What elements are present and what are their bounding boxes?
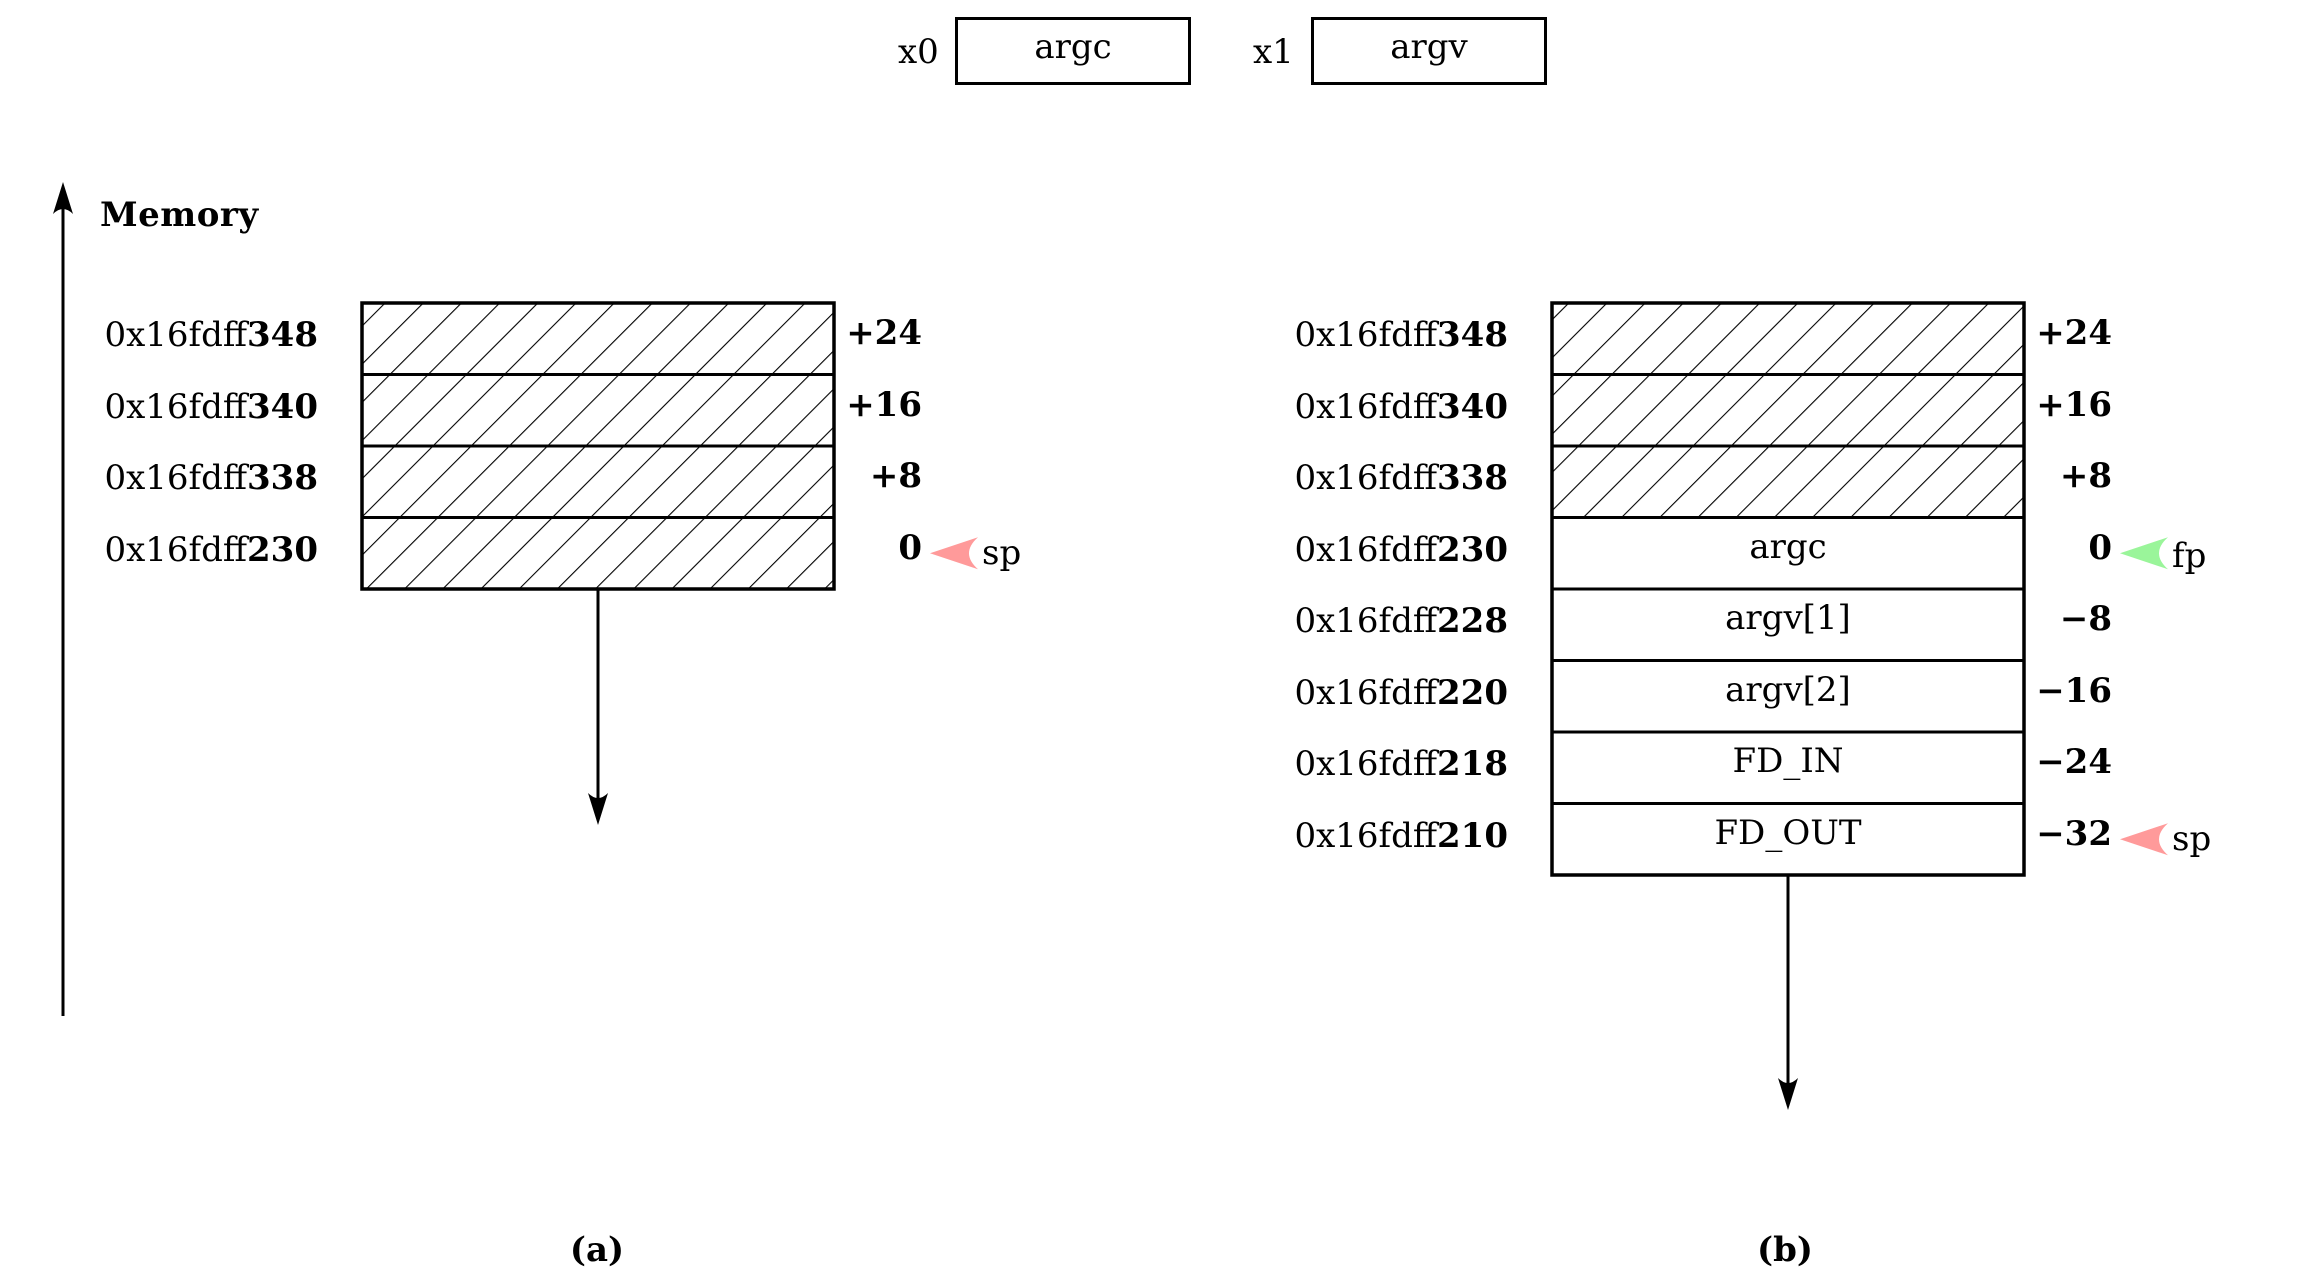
address-label-338: 0x16fdff338 [48, 458, 318, 498]
memory-cell-340 [1550, 373, 2026, 448]
address-suffix: 228 [1437, 601, 1508, 641]
address-prefix: 0x16fdff [1294, 672, 1438, 713]
address-prefix: 0x16fdff [1294, 601, 1438, 641]
memory-cell-348 [1550, 301, 2026, 376]
offset-label: +16 [2036, 384, 2112, 425]
address-label-340: 0x16fdff340 [1238, 387, 1508, 427]
panel-b-caption: (b) [1757, 1230, 1813, 1270]
offset-label: 0 [898, 527, 922, 568]
memory-cell-230 [360, 516, 836, 591]
memory-cell-content: FD_OUT [1714, 812, 1862, 853]
address-suffix: 210 [1437, 815, 1508, 856]
register-x1-label: x1 [1253, 32, 1294, 72]
address-prefix: 0x16fdff [104, 458, 248, 498]
offset-label: −8 [2059, 599, 2112, 639]
register-x0-label: x0 [898, 32, 939, 72]
offset-label: −32 [2036, 813, 2112, 854]
address-prefix: 0x16fdff [1294, 386, 1438, 427]
address-suffix: 230 [1437, 529, 1508, 570]
offset-label: 0 [2088, 527, 2112, 568]
memory-cell-210 [1550, 802, 2026, 877]
address-suffix: 338 [1437, 458, 1508, 498]
address-suffix: 340 [247, 386, 318, 427]
address-prefix: 0x16fdff [104, 315, 248, 355]
memory-axis-label: Memory [100, 195, 259, 235]
address-suffix: 340 [1437, 386, 1508, 427]
memory-cell-338 [1550, 444, 2026, 519]
memory-cell-220 [1550, 659, 2026, 734]
stack-growth-arrowhead [1778, 1078, 1798, 1110]
offset-label: +16 [846, 384, 922, 425]
memory-cell-content: argv[2] [1725, 669, 1851, 710]
address-suffix: 220 [1437, 672, 1508, 713]
memory-cell-content: FD_IN [1732, 741, 1844, 781]
sp-pointer-label: sp [2172, 819, 2212, 860]
offset-label: +24 [2036, 313, 2112, 353]
offset-label: −16 [2036, 670, 2112, 711]
address-prefix: 0x16fdff [1294, 315, 1438, 355]
offset-label: +8 [869, 456, 922, 496]
address-label-218: 0x16fdff218 [1238, 744, 1508, 784]
address-prefix: 0x16fdff [104, 386, 248, 427]
address-suffix: 230 [247, 529, 318, 570]
address-label-348: 0x16fdff348 [48, 315, 318, 355]
memory-cell-338 [360, 444, 836, 519]
address-label-230: 0x16fdff230 [48, 530, 318, 570]
address-label-230: 0x16fdff230 [1238, 530, 1508, 570]
address-label-228: 0x16fdff228 [1238, 601, 1508, 641]
address-suffix: 348 [247, 315, 318, 355]
sp-pointer-icon [2120, 823, 2168, 856]
fp-pointer-icon [2120, 537, 2168, 570]
address-suffix: 218 [1437, 744, 1508, 784]
address-prefix: 0x16fdff [1294, 744, 1438, 784]
memory-cell-218 [1550, 730, 2026, 805]
register-x0-box: argc [955, 17, 1191, 85]
address-label-210: 0x16fdff210 [1238, 816, 1508, 856]
address-label-338: 0x16fdff338 [1238, 458, 1508, 498]
memory-cell-content: argv[1] [1725, 598, 1851, 638]
register-x1-box: argv [1311, 17, 1547, 85]
address-label-220: 0x16fdff220 [1238, 673, 1508, 713]
offset-label: +24 [846, 313, 922, 353]
address-label-348: 0x16fdff348 [1238, 315, 1508, 355]
address-suffix: 338 [247, 458, 318, 498]
offset-label: +8 [2059, 456, 2112, 496]
memory-cell-340 [360, 373, 836, 448]
address-prefix: 0x16fdff [1294, 529, 1438, 570]
address-prefix: 0x16fdff [104, 529, 248, 570]
address-prefix: 0x16fdff [1294, 815, 1438, 856]
address-label-340: 0x16fdff340 [48, 387, 318, 427]
fp-pointer-label: fp [2172, 536, 2207, 577]
sp-pointer-label: sp [982, 533, 1022, 574]
sp-pointer-icon [930, 537, 978, 570]
stack-growth-arrowhead [588, 793, 608, 825]
memory-cell-content: argc [1749, 526, 1827, 567]
panel-a-caption: (a) [569, 1230, 625, 1270]
address-prefix: 0x16fdff [1294, 458, 1438, 498]
address-suffix: 348 [1437, 315, 1508, 355]
offset-label: −24 [2036, 742, 2112, 782]
